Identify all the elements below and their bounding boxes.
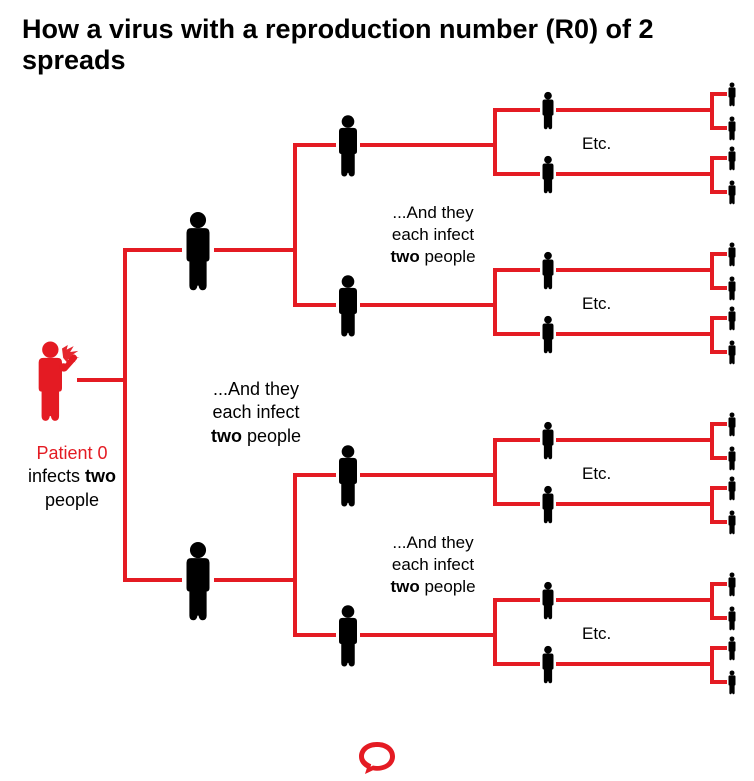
person-icon <box>537 315 559 354</box>
person-icon <box>725 476 739 501</box>
person-icon <box>725 606 739 631</box>
person-icon <box>537 155 559 194</box>
person-icon <box>537 251 559 290</box>
person-icon <box>725 116 739 141</box>
conversation-logo <box>357 740 397 781</box>
person-icon <box>725 510 739 535</box>
person-icon <box>725 340 739 365</box>
person-icon <box>175 210 221 291</box>
label-and-top: ...And theyeach infecttwo people <box>368 202 498 268</box>
person-icon <box>725 82 739 107</box>
person-icon <box>175 540 221 621</box>
person-icon <box>537 581 559 620</box>
person-icon <box>330 274 366 337</box>
diagram-stage: Patient 0infects twopeople ...And theyeac… <box>0 80 754 780</box>
person-icon <box>330 114 366 177</box>
person-icon <box>537 421 559 460</box>
person-icon <box>330 444 366 507</box>
person-icon <box>27 331 83 429</box>
person-icon <box>725 670 739 695</box>
label-and-bottom: ...And theyeach infecttwo people <box>368 532 498 598</box>
label-etc-3: Etc. <box>582 623 611 645</box>
person-icon <box>725 306 739 331</box>
label-etc-2: Etc. <box>582 463 611 485</box>
person-icon <box>537 645 559 684</box>
person-icon <box>725 636 739 661</box>
person-icon <box>725 276 739 301</box>
person-icon <box>330 604 366 667</box>
person-icon <box>537 485 559 524</box>
label-patient0: Patient 0infects twopeople <box>17 442 127 512</box>
label-and-middle: ...And theyeach infecttwo people <box>186 378 326 448</box>
tree-lines <box>0 80 754 780</box>
label-etc-1: Etc. <box>582 293 611 315</box>
person-icon <box>725 180 739 205</box>
person-icon <box>725 412 739 437</box>
person-icon <box>725 446 739 471</box>
person-icon <box>537 91 559 130</box>
label-etc-0: Etc. <box>582 133 611 155</box>
page-title: How a virus with a reproduction number (… <box>22 14 732 76</box>
person-icon <box>725 146 739 171</box>
person-icon <box>725 242 739 267</box>
person-icon <box>725 572 739 597</box>
